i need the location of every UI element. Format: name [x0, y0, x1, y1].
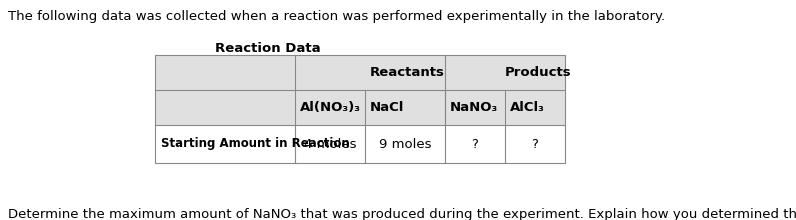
Text: ?: ?: [532, 138, 538, 150]
Text: The following data was collected when a reaction was performed experimentally in: The following data was collected when a …: [8, 10, 665, 23]
Text: Reactants: Reactants: [370, 66, 445, 79]
Text: Reaction Data: Reaction Data: [215, 42, 321, 55]
Text: NaCl: NaCl: [370, 101, 404, 114]
Text: 4 moles: 4 moles: [304, 138, 357, 150]
Bar: [155, 55, 565, 163]
Text: 9 moles: 9 moles: [379, 138, 431, 150]
Text: AlCl₃: AlCl₃: [510, 101, 545, 114]
Bar: [155, 125, 565, 163]
Text: NaNO₃: NaNO₃: [450, 101, 498, 114]
Text: Products: Products: [505, 66, 572, 79]
Text: Al(NO₃)₃: Al(NO₃)₃: [300, 101, 361, 114]
Bar: [155, 55, 565, 163]
Text: Starting Amount in Reaction: Starting Amount in Reaction: [161, 138, 349, 150]
Text: ?: ?: [471, 138, 478, 150]
Text: Determine the maximum amount of NaNO₃ that was produced during the experiment. E: Determine the maximum amount of NaNO₃ th…: [8, 208, 796, 220]
